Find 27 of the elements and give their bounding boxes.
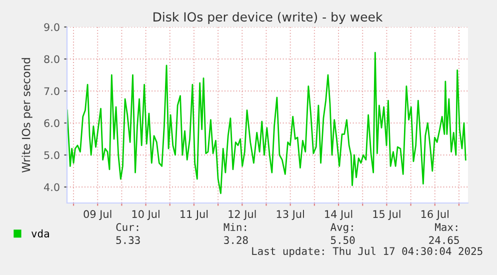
text: 24.65 [429, 236, 459, 244]
line-series [67, 52, 466, 194]
y-tick-label: 5.0 [44, 151, 60, 160]
x-tick-label: 09 Jul [84, 210, 112, 220]
text: 3.28 [224, 236, 248, 244]
text: 5.50 [331, 236, 355, 244]
y-tick-label: 7.0 [44, 87, 60, 96]
text: 5.33 [116, 236, 140, 244]
legend-label: vda [32, 229, 49, 238]
x-tick-label: 15 Jul [373, 210, 400, 220]
y-axis-title: Write IOs per second [22, 58, 32, 173]
chart-title: Disk IOs per device (write) - by week [154, 12, 383, 24]
x-tick-label: 10 Jul [132, 210, 160, 220]
text: Max: [435, 223, 458, 232]
y-tick-label: 8.0 [44, 55, 60, 64]
text: Avg: [330, 223, 353, 234]
text: Cur: [116, 223, 138, 232]
x-tick-label: 14 Jul [325, 210, 352, 220]
x-tick-label: 16 Jul [421, 210, 448, 220]
y-tick-label: 6.0 [44, 119, 60, 128]
y-tick-label: 9.0 [44, 23, 60, 32]
y-tick-label: 4.0 [44, 183, 60, 192]
x-tick-label: 11 Jul [180, 210, 208, 220]
text: Last update: Thu Jul 17 04:30:04 2025 [252, 246, 482, 258]
x-tick-label: 13 Jul [276, 210, 304, 220]
text: Min: [224, 222, 246, 231]
x-tick-label: 12 Jul [228, 210, 256, 220]
